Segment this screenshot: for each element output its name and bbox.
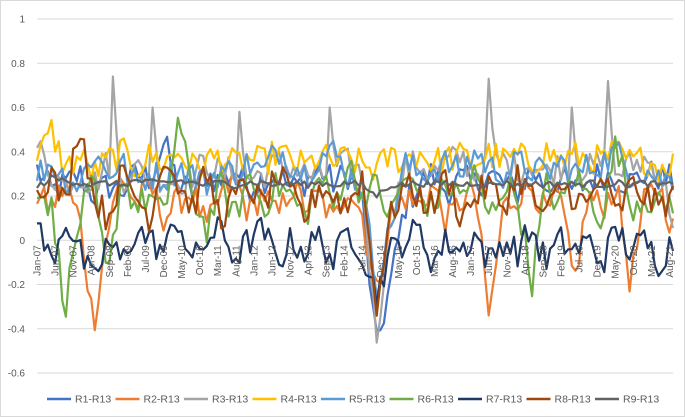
x-tick-label: Oct-15 <box>412 245 423 275</box>
x-tick-label: Aug-21 <box>665 245 676 278</box>
series-line-r4-r13 <box>35 118 675 183</box>
x-tick-label: Jun-07 <box>51 245 62 276</box>
x-tick-label: Apr-08 <box>87 245 98 275</box>
x-tick-label: Nov-12 <box>285 245 296 278</box>
series-line-r9-r13 <box>36 174 674 199</box>
x-tick-label: Dec-14 <box>376 245 387 278</box>
x-tick-label: Feb-19 <box>556 245 567 277</box>
y-tick-label: -0.2 <box>8 280 26 291</box>
y-tick-label: -0.6 <box>8 369 26 380</box>
legend-label: R7-R13 <box>486 394 522 406</box>
y-tick-label: 0 <box>19 236 25 247</box>
x-tick-label: Sep-13 <box>322 245 333 278</box>
x-tick-label: Aug-16 <box>448 245 459 278</box>
x-tick-label: Apr-18 <box>520 245 531 275</box>
legend-label: R6-R13 <box>418 394 454 406</box>
x-tick-label: Jun-12 <box>267 245 278 276</box>
x-tick-label: Sep-08 <box>105 245 116 278</box>
series-line-r6-r13 <box>36 116 675 318</box>
y-tick-label: 0.4 <box>11 147 25 158</box>
legend-label: R8-R13 <box>555 394 591 406</box>
y-tick-label: -0.4 <box>8 324 26 335</box>
x-tick-label: Feb-09 <box>123 245 134 277</box>
y-tick-label: 1 <box>19 15 25 26</box>
x-tick-label: May-15 <box>394 245 405 279</box>
x-tick-label: Aug-11 <box>231 245 242 277</box>
x-tick-label: Jan-12 <box>249 245 260 276</box>
x-tick-label: Jul-14 <box>358 245 369 273</box>
legend-label: R1-R13 <box>75 394 111 406</box>
series-line-r7-r13 <box>37 216 675 307</box>
x-tick-label: Oct-20 <box>629 245 640 275</box>
series-line-r8-r13 <box>36 137 675 317</box>
x-tick-label: Jan-17 <box>466 245 477 276</box>
legend-label: R2-R13 <box>144 394 180 406</box>
y-tick-label: 0.2 <box>11 192 25 203</box>
x-tick-label: Apr-13 <box>304 245 315 275</box>
y-tick-label: 0.8 <box>11 59 25 70</box>
y-tick-label: 0.6 <box>11 103 25 114</box>
x-tick-label: Feb-14 <box>340 245 351 277</box>
x-tick-label: Jul-19 <box>575 245 586 273</box>
series-line-r3-r13 <box>36 75 675 344</box>
x-tick-label: Jul-09 <box>141 245 152 273</box>
x-tick-label: Dec-19 <box>593 245 604 278</box>
x-tick-label: Nov-17 <box>502 245 513 278</box>
legend-label: R4-R13 <box>281 394 317 406</box>
x-tick-label: Jun-17 <box>484 245 495 276</box>
legend-label: R9-R13 <box>623 394 659 406</box>
legend-label: R5-R13 <box>349 394 385 406</box>
x-tick-label: Oct-10 <box>195 245 206 275</box>
x-tick-label: Jan-07 <box>33 245 44 276</box>
x-tick-label: Nov-07 <box>69 245 80 278</box>
x-tick-label: Mar-21 <box>647 245 658 277</box>
x-tick-label: May-20 <box>611 245 622 279</box>
x-tick-label: Mar-16 <box>430 245 441 277</box>
x-tick-label: Mar-11 <box>213 245 224 276</box>
x-tick-label: May-10 <box>177 245 188 279</box>
legend-label: R3-R13 <box>212 394 248 406</box>
x-tick-label: Dec-09 <box>159 245 170 278</box>
x-tick-label: Sep-18 <box>538 245 549 278</box>
